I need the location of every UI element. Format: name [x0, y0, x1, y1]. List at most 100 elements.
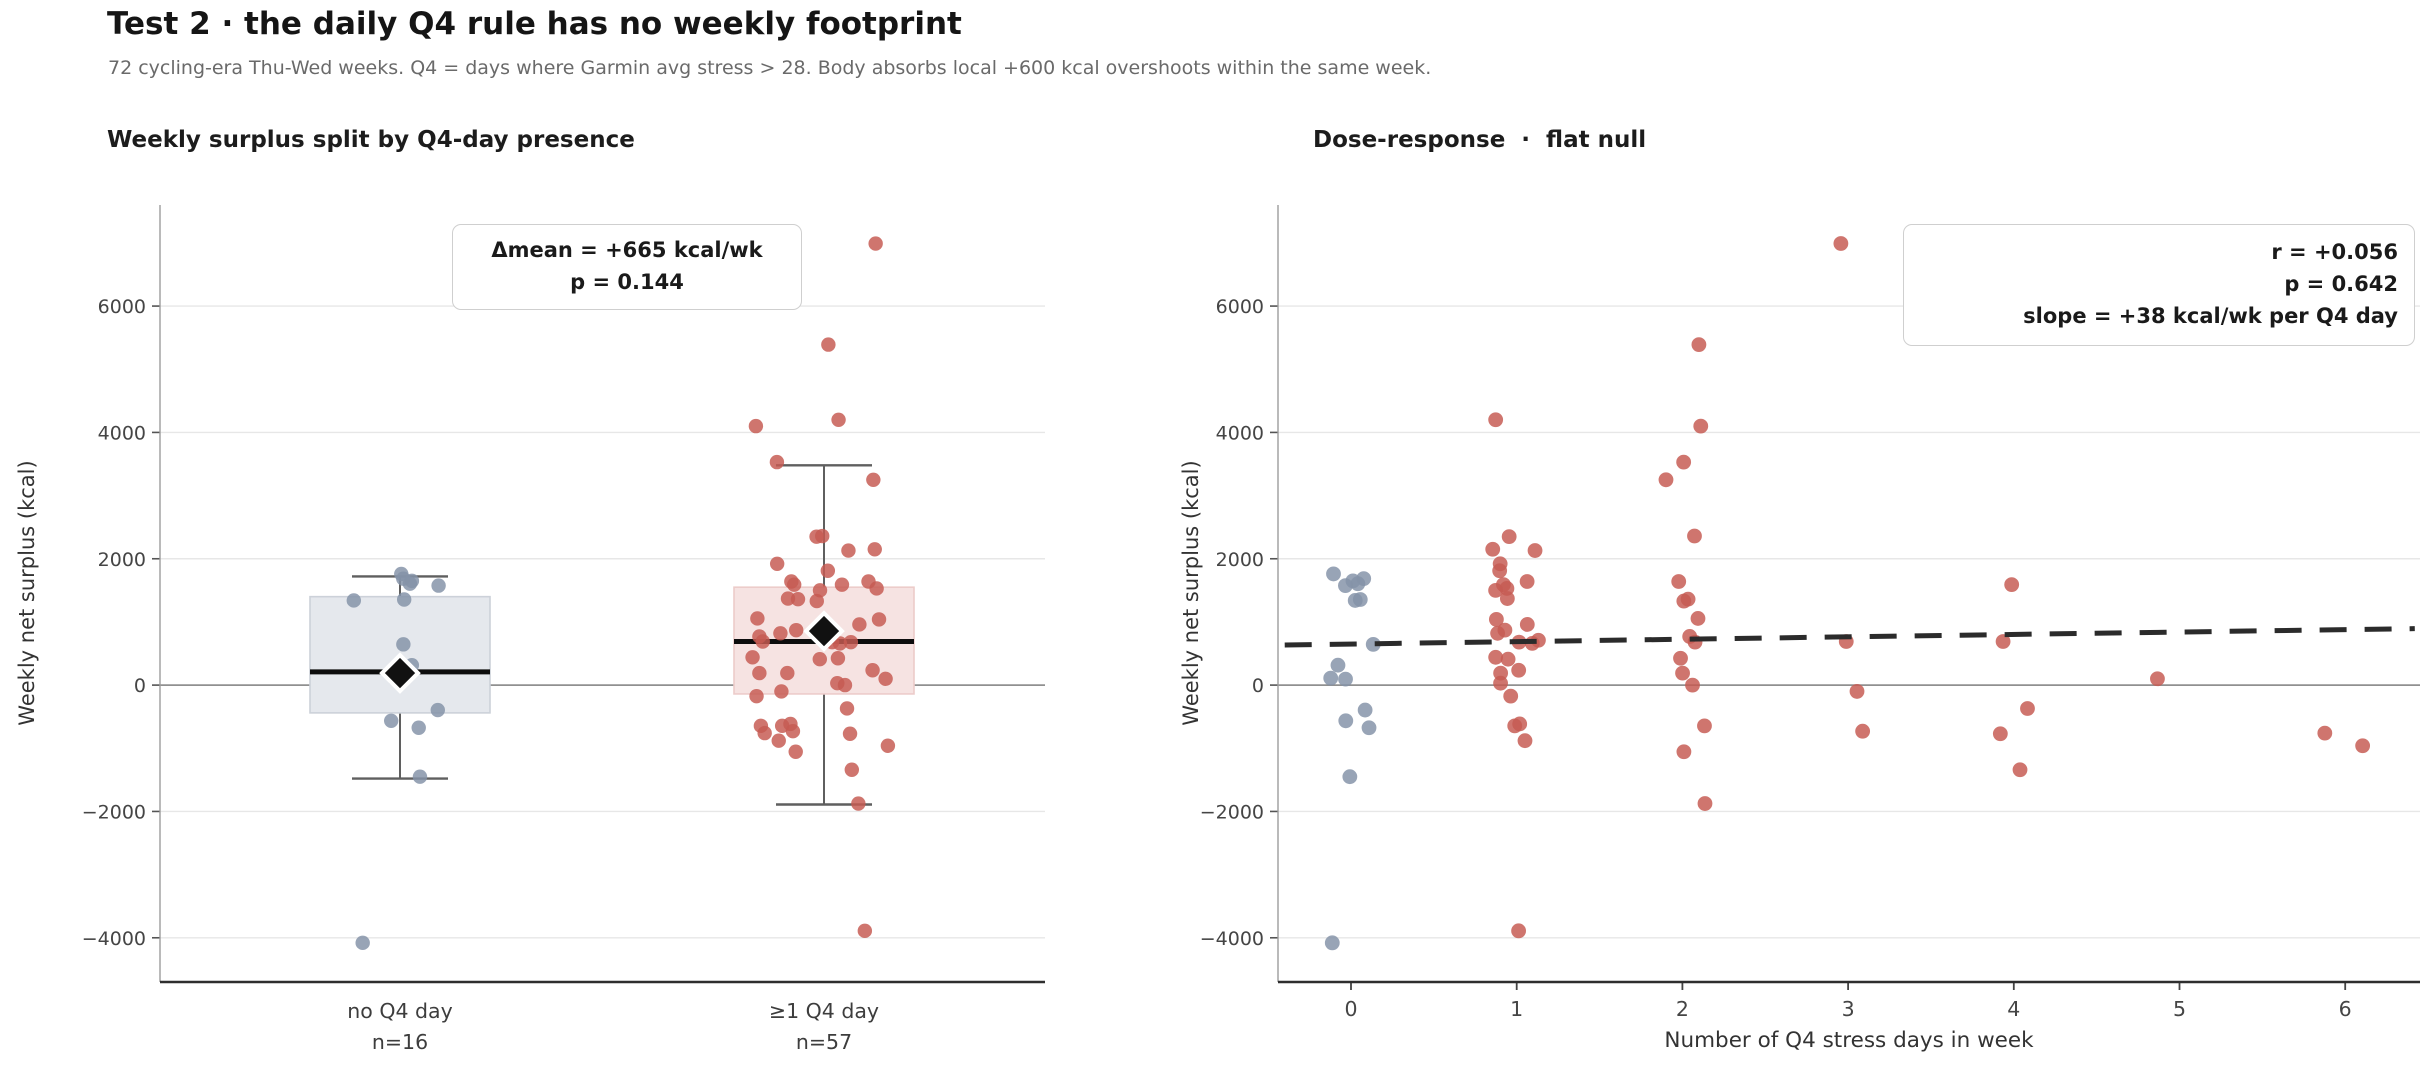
data-point — [1361, 720, 1377, 736]
data-point — [1338, 578, 1353, 594]
data-point — [852, 617, 867, 632]
data-point — [774, 684, 789, 699]
data-point — [1849, 684, 1865, 699]
data-point — [1671, 574, 1687, 589]
trend-line — [1284, 626, 2415, 648]
data-point — [1501, 529, 1517, 545]
data-point — [1323, 670, 1339, 686]
data-point — [1693, 418, 1709, 434]
data-point — [1519, 617, 1535, 632]
y-tick-label: 0 — [1252, 675, 1264, 697]
data-point — [355, 935, 370, 951]
data-point — [834, 577, 850, 592]
data-point — [1685, 677, 1700, 693]
data-point — [412, 769, 428, 784]
data-point — [786, 577, 802, 592]
data-point — [1527, 543, 1543, 558]
boxplot-annotation: Δmean = +665 kcal/wk p = 0.144 — [452, 224, 802, 310]
data-point — [1342, 769, 1358, 785]
data-point — [861, 574, 876, 589]
data-point — [1507, 718, 1523, 734]
x-tick-label: 5 — [2173, 997, 2186, 1021]
p-value-text: p = 0.144 — [570, 269, 684, 294]
data-point — [1488, 649, 1504, 665]
data-point — [788, 744, 803, 759]
data-point — [1485, 541, 1501, 557]
data-point — [809, 593, 824, 609]
data-point — [851, 796, 866, 811]
data-point — [1503, 688, 1519, 704]
data-point — [1500, 651, 1516, 667]
data-point — [2020, 701, 2035, 716]
data-point — [821, 337, 836, 352]
y-tick-label: 4000 — [98, 422, 146, 444]
data-point — [749, 688, 764, 704]
data-point — [841, 543, 856, 558]
data-point — [1490, 625, 1506, 641]
x-tick-label: 3 — [1842, 997, 1855, 1021]
data-point — [1511, 662, 1527, 678]
data-point — [752, 665, 767, 681]
data-point — [1995, 634, 2011, 649]
data-point — [1326, 566, 1341, 582]
data-point — [1330, 657, 1346, 673]
data-point — [1673, 650, 1688, 666]
data-point — [769, 556, 785, 572]
data-point — [865, 663, 880, 678]
data-point — [871, 612, 887, 627]
data-point — [837, 677, 853, 693]
data-point — [757, 725, 772, 741]
x-tick-label: 6 — [2339, 997, 2352, 1021]
data-point — [769, 454, 785, 470]
data-point — [857, 923, 873, 939]
data-point — [1697, 718, 1712, 734]
slope-text: slope = +38 kcal/wk per Q4 day — [2023, 303, 2398, 328]
y-tick-label: 6000 — [1216, 296, 1264, 318]
r-value-text: r = +0.056 — [2271, 240, 2398, 264]
data-point — [2317, 725, 2333, 741]
data-point — [383, 713, 399, 728]
data-point — [1833, 236, 1849, 251]
figure-subtitle: 72 cycling-era Thu-Wed weeks. Q4 = days … — [108, 57, 1432, 79]
data-point — [2150, 671, 2165, 687]
data-point — [1658, 472, 1674, 488]
mean-diamond — [803, 610, 845, 652]
data-point — [789, 622, 804, 638]
data-point — [748, 418, 764, 434]
mean-diamond — [379, 652, 421, 694]
data-point — [1511, 923, 1527, 939]
data-point — [1697, 796, 1713, 811]
data-point — [2012, 762, 2028, 778]
data-point — [1691, 337, 1707, 353]
y-axis-label: Weekly net surplus (kcal) — [15, 460, 39, 725]
x-tick-label: 0 — [1344, 997, 1357, 1021]
data-point — [820, 563, 836, 578]
data-point — [1676, 744, 1692, 760]
data-point — [843, 634, 859, 650]
y-axis-label: Weekly net surplus (kcal) — [1179, 460, 1203, 725]
scatter-xlabel: Number of Q4 stress days in week — [1664, 1028, 2034, 1053]
data-point — [1324, 935, 1340, 951]
data-point — [878, 671, 893, 686]
x-tick-label: 4 — [2007, 997, 2020, 1021]
data-point — [2355, 738, 2371, 754]
data-point — [2004, 577, 2020, 593]
data-point — [396, 592, 412, 607]
data-point — [755, 634, 770, 649]
data-point — [411, 720, 426, 735]
y-tick-label: 4000 — [1216, 422, 1264, 444]
category-sublabel: n=16 — [372, 1030, 428, 1054]
data-point — [1488, 612, 1504, 627]
category-label: no Q4 day — [347, 999, 452, 1023]
y-tick-label: −2000 — [1200, 801, 1264, 823]
y-tick-label: −4000 — [82, 928, 146, 950]
data-point — [1493, 675, 1508, 691]
boxplot-title: Weekly surplus split by Q4-day presence — [107, 127, 635, 153]
x-tick-label: 1 — [1510, 997, 1523, 1021]
data-point — [346, 593, 362, 608]
data-point — [1992, 726, 2008, 742]
data-point — [773, 626, 788, 641]
data-point — [1519, 574, 1535, 589]
